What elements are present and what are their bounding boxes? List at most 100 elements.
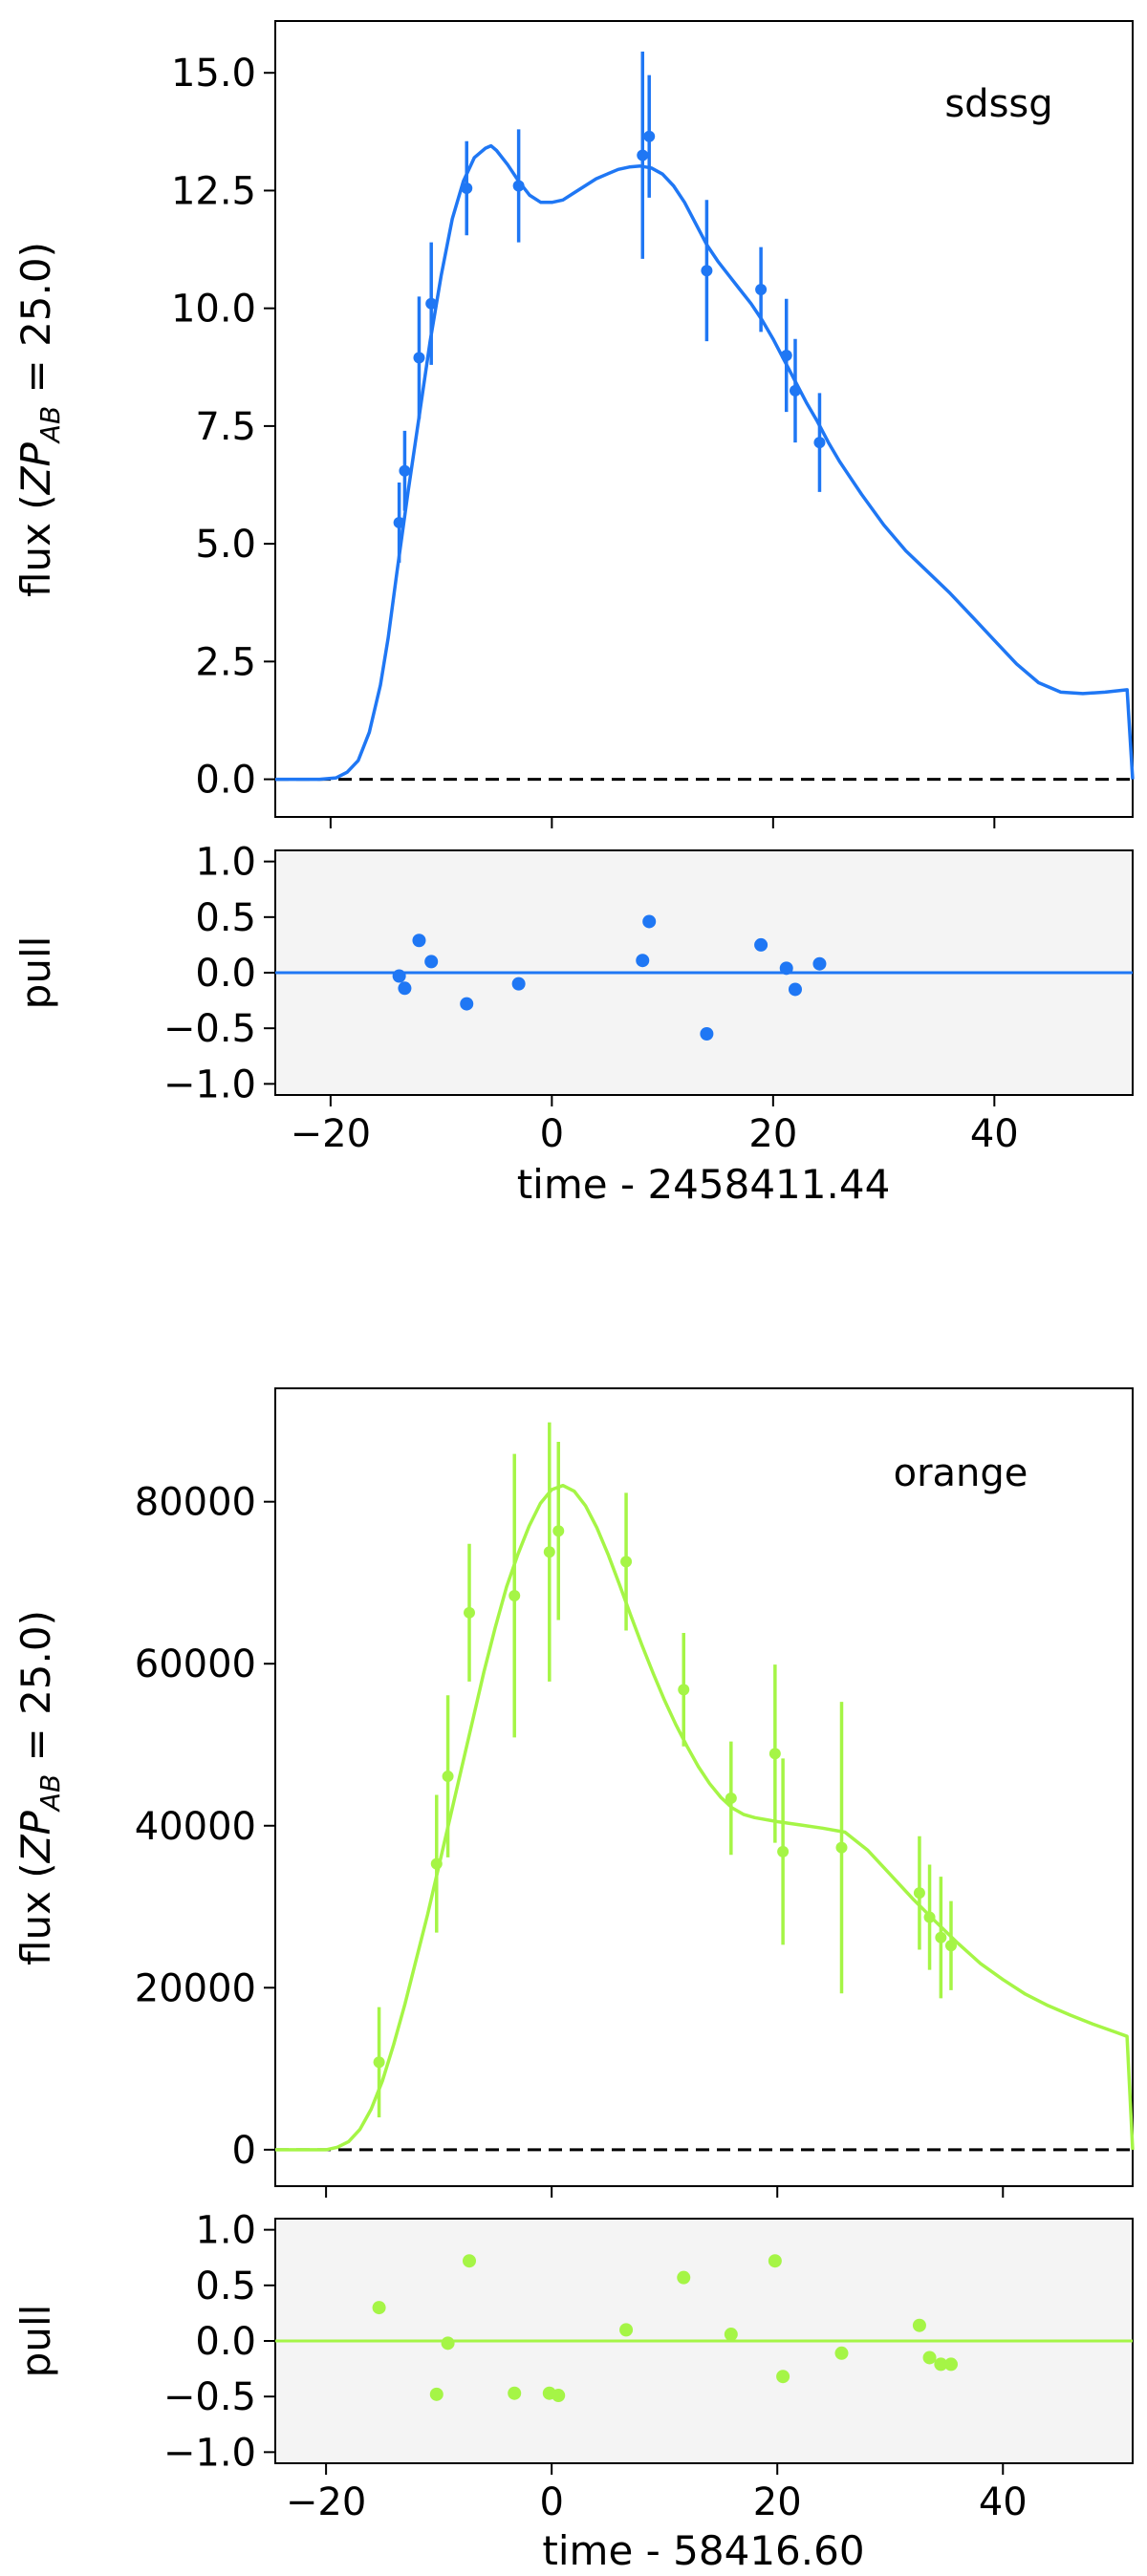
orange-pull-ytick-label: 0.0	[195, 2320, 256, 2364]
sdssg-pull-ytick-label: 0.0	[195, 952, 256, 996]
orange-pull-point	[677, 2270, 691, 2285]
sdssg-data-point	[393, 516, 405, 528]
sdssg-pull-point	[812, 956, 827, 971]
orange-pull-point	[508, 2386, 522, 2400]
sdssg-band-label: sdssg	[944, 82, 1052, 126]
orange-flux-axis-label: flux (ZPAB = 25.0)	[12, 1610, 66, 1965]
orange-xtick-label: 40	[979, 2480, 1028, 2524]
orange-xtick-label: 20	[753, 2480, 802, 2524]
orange-pull-point	[441, 2336, 455, 2351]
orange-time-axis-label: time - 58416.60	[542, 2527, 864, 2574]
orange-data-point	[430, 1857, 443, 1870]
orange-pull-point	[429, 2387, 444, 2401]
orange-data-point	[725, 1792, 737, 1804]
orange-pull-point	[619, 2323, 634, 2337]
sdssg-data-point	[413, 352, 425, 364]
sdssg-pull-point	[779, 961, 793, 976]
orange-pull-point	[768, 2254, 782, 2268]
sdssg-pull-point	[700, 1027, 714, 1041]
sdssg-pull-point	[460, 997, 474, 1011]
orange-data-point	[678, 1684, 690, 1696]
orange-flux-ytick-label: 40000	[135, 1805, 256, 1849]
orange-data-point	[944, 1940, 957, 1952]
orange-xtick-label: −20	[286, 2480, 366, 2524]
orange-pull-point	[912, 2318, 926, 2332]
orange-data-point	[509, 1590, 521, 1602]
sdssg-flux-axes-frame	[274, 20, 1134, 818]
sdssg-xtick-label: −20	[291, 1112, 371, 1156]
orange-data-point	[620, 1556, 633, 1568]
sdssg-data-point	[813, 437, 826, 449]
orange-pull-point	[463, 2254, 477, 2268]
sdssg-data-point	[637, 149, 649, 161]
sdssg-pull-point	[392, 969, 406, 983]
sdssg-data-point	[425, 297, 438, 310]
sdssg-data-point	[701, 265, 713, 277]
orange-data-point	[913, 1887, 925, 1900]
orange-data-point	[777, 1845, 790, 1857]
sdssg-pull-point	[412, 934, 426, 948]
sdssg-xtick-label: 20	[748, 1112, 797, 1156]
sdssg-pull-point	[398, 981, 412, 996]
sdssg-flux-ytick-label: 0.0	[195, 759, 256, 803]
sdssg-pull-point	[636, 954, 650, 968]
orange-pull-ytick-label: −0.5	[163, 2375, 256, 2419]
orange-pull-point	[943, 2357, 958, 2372]
sdssg-flux-ytick-label: 5.0	[195, 523, 256, 567]
sdssg-xtick-label: 0	[540, 1112, 564, 1156]
orange-pull-point	[934, 2357, 948, 2372]
sdssg-data-point	[512, 180, 525, 192]
orange-pull-axis-label: pull	[12, 2305, 59, 2378]
sdssg-flux-ytick-label: 15.0	[171, 52, 256, 96]
sdssg-data-point	[461, 182, 473, 194]
sdssg-data-point	[789, 384, 801, 397]
orange-flux-ytick-label: 0	[232, 2129, 256, 2173]
sdssg-flux-axis-label: flux (ZPAB = 25.0)	[12, 242, 66, 597]
orange-pull-point	[372, 2301, 386, 2315]
sdssg-pull-point	[511, 977, 526, 991]
sdssg-data-point	[755, 283, 768, 295]
orange-xtick-label: 0	[539, 2480, 563, 2524]
sdssg-pull-point	[754, 937, 768, 952]
orange-pull-ytick-label: −1.0	[163, 2431, 256, 2475]
sdssg-data-point	[780, 349, 792, 361]
orange-pull-point	[552, 2389, 566, 2403]
orange-flux-ytick-label: 60000	[135, 1642, 256, 1686]
sdssg-flux-ytick-label: 10.0	[171, 288, 256, 332]
orange-pull-point	[922, 2351, 937, 2365]
orange-data-point	[464, 1606, 476, 1619]
orange-data-point	[373, 2056, 385, 2069]
orange-data-point	[923, 1911, 936, 1923]
orange-panel: −20 0 20 40 0 20000 40000 60000 80000 −1.0 −0.5 0.0…	[12, 1387, 1135, 2574]
orange-band-label: orange	[894, 1451, 1028, 1495]
sdssg-pull-point	[642, 914, 657, 929]
orange-data-point	[935, 1931, 947, 1943]
sdssg-flux-ytick-label: 12.5	[171, 169, 256, 213]
orange-pull-point	[724, 2328, 738, 2342]
orange-flux-ytick-label: 80000	[135, 1481, 256, 1525]
sdssg-pull-point	[788, 982, 802, 997]
sdssg-pull-ytick-label: 1.0	[195, 841, 256, 885]
sdssg-pull-ytick-label: −0.5	[163, 1007, 256, 1051]
orange-model-curve	[275, 1483, 1135, 2152]
sdssg-xtick-label: 40	[970, 1112, 1019, 1156]
orange-data-point	[768, 1748, 781, 1760]
orange-data-point	[442, 1771, 454, 1783]
orange-data-point	[543, 1546, 555, 1558]
orange-pull-ytick-label: 0.5	[195, 2265, 256, 2308]
sdssg-data-point	[399, 464, 411, 477]
sdssg-flux-ytick-label: 7.5	[195, 405, 256, 449]
orange-pull-point	[834, 2346, 849, 2360]
sdssg-time-axis-label: time - 2458411.44	[517, 1161, 891, 1208]
orange-flux-ytick-label: 20000	[135, 1966, 256, 2010]
orange-pull-point	[776, 2370, 790, 2384]
sdssg-pull-ytick-label: −1.0	[163, 1063, 256, 1106]
sdssg-panel: −20 0 20 40 0.0 2.5 5.0 7.5 10.0 12.5 15.0 −1.0 −0.5…	[12, 20, 1135, 1208]
sdssg-pull-axis-label: pull	[12, 936, 59, 1010]
sdssg-pull-point	[424, 955, 439, 969]
sdssg-model-curve	[275, 143, 1135, 782]
orange-data-point	[835, 1841, 848, 1854]
orange-pull-ytick-label: 1.0	[195, 2209, 256, 2253]
sdssg-flux-ytick-label: 2.5	[195, 640, 256, 684]
